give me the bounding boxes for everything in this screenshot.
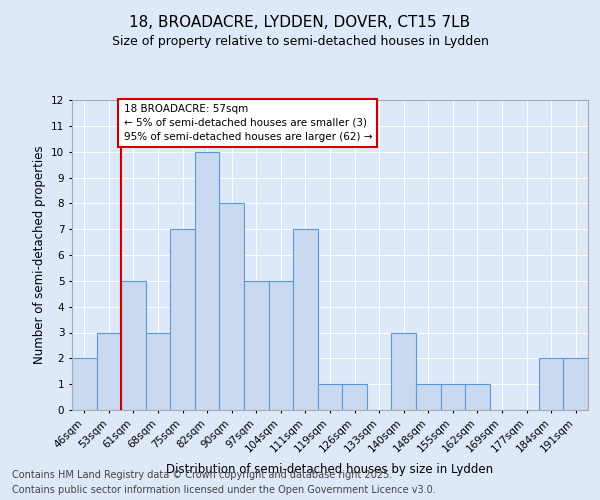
Bar — [72, 358, 97, 410]
Text: Contains HM Land Registry data © Crown copyright and database right 2025.: Contains HM Land Registry data © Crown c… — [12, 470, 392, 480]
Bar — [293, 229, 318, 410]
Bar — [563, 358, 588, 410]
Bar — [391, 332, 416, 410]
Text: 18, BROADACRE, LYDDEN, DOVER, CT15 7LB: 18, BROADACRE, LYDDEN, DOVER, CT15 7LB — [130, 15, 470, 30]
Bar — [146, 332, 170, 410]
Bar — [170, 229, 195, 410]
Bar — [318, 384, 342, 410]
Bar — [342, 384, 367, 410]
Bar — [465, 384, 490, 410]
Bar — [539, 358, 563, 410]
Bar — [121, 281, 146, 410]
Bar — [440, 384, 465, 410]
Bar — [220, 204, 244, 410]
Bar — [244, 281, 269, 410]
Bar — [97, 332, 121, 410]
Bar — [416, 384, 440, 410]
Text: Size of property relative to semi-detached houses in Lydden: Size of property relative to semi-detach… — [112, 35, 488, 48]
X-axis label: Distribution of semi-detached houses by size in Lydden: Distribution of semi-detached houses by … — [166, 463, 494, 476]
Bar — [269, 281, 293, 410]
Y-axis label: Number of semi-detached properties: Number of semi-detached properties — [32, 146, 46, 364]
Text: 18 BROADACRE: 57sqm
← 5% of semi-detached houses are smaller (3)
95% of semi-det: 18 BROADACRE: 57sqm ← 5% of semi-detache… — [124, 104, 372, 142]
Bar — [195, 152, 220, 410]
Text: Contains public sector information licensed under the Open Government Licence v3: Contains public sector information licen… — [12, 485, 436, 495]
